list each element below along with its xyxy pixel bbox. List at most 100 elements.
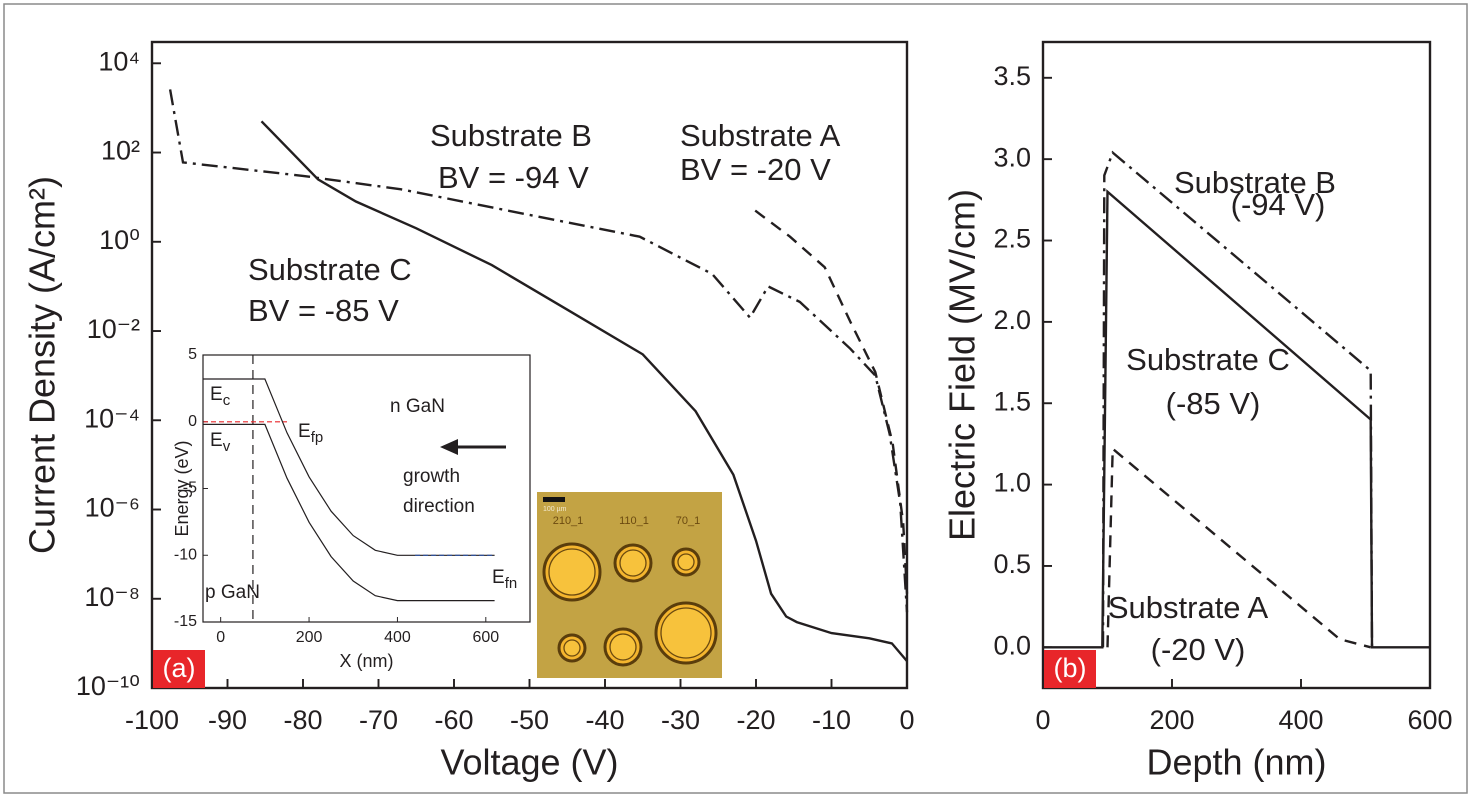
- y-tick-label: 0.5: [993, 549, 1031, 579]
- annotation: p GaN: [205, 582, 260, 603]
- y-tick-label: 10⁻⁴: [84, 403, 140, 433]
- y-tick-label: 0.0: [993, 630, 1031, 660]
- curve-label-main: E: [298, 421, 311, 442]
- y-tick-label: 10²: [101, 136, 140, 166]
- y-tick-label: 10⁻²: [87, 314, 140, 344]
- x-tick-label: -70: [359, 705, 398, 735]
- y-tick-label: 3.5: [993, 61, 1031, 91]
- y-tick-label: 10⁴: [98, 46, 140, 76]
- series-name: Substrate C: [1126, 342, 1290, 377]
- y-tick-label: 10⁻¹⁰: [76, 671, 140, 701]
- series-annotation: (-85 V): [1166, 386, 1261, 421]
- series-line: [168, 89, 909, 613]
- series-annotation: BV = -85 V: [248, 293, 399, 328]
- panel-label: (a): [163, 653, 196, 683]
- series-line: [203, 423, 495, 602]
- scale-label: 100 µm: [543, 506, 567, 513]
- curve-label: Ev: [210, 430, 231, 455]
- panel-badge: [1044, 650, 1096, 688]
- y-tick-label: -5: [183, 480, 197, 497]
- series-name: Substrate A: [680, 118, 841, 153]
- curve-label-main: E: [210, 384, 223, 405]
- x-tick-label: -50: [510, 705, 549, 735]
- curve-label: Efn: [492, 567, 517, 592]
- x-tick-label: -30: [661, 705, 700, 735]
- panel-label: (b): [1054, 653, 1087, 683]
- curve-label-sub: v: [223, 438, 231, 455]
- series-line: [1101, 150, 1374, 648]
- annotation: growth: [403, 466, 460, 487]
- curve-label: Ec: [210, 384, 231, 409]
- x-tick-label: -80: [283, 705, 322, 735]
- curve-label-sub: fn: [505, 575, 518, 592]
- x-tick-label: -40: [585, 705, 624, 735]
- x-tick-label: 600: [472, 629, 499, 646]
- series-name: Substrate B: [1174, 165, 1336, 200]
- series-name: Substrate C: [248, 252, 412, 287]
- y-tick-label: -10: [174, 546, 197, 563]
- y-tick-label: -15: [174, 613, 197, 630]
- x-tick-label: 200: [1149, 705, 1194, 735]
- x-axis-label: Voltage (V): [440, 742, 618, 783]
- y-axis-label: Energy (eV): [172, 440, 192, 536]
- y-tick-label: 10⁻⁸: [84, 582, 140, 612]
- y-tick-label: 10⁰: [99, 225, 140, 255]
- x-tick-label: -90: [208, 705, 247, 735]
- y-tick-label: 2.0: [993, 305, 1031, 335]
- growth-arrowhead: [440, 439, 458, 455]
- y-tick-label: 10⁻⁶: [85, 493, 140, 523]
- micrograph: 100 µm 210_1 110_1 70_1: [537, 492, 722, 678]
- y-tick-label: 5: [188, 346, 197, 363]
- y-tick-label: 3.0: [993, 142, 1031, 172]
- annotation: n GaN: [390, 396, 445, 417]
- series-annotation: (-94 V): [1231, 187, 1326, 222]
- y-tick-label: 1.5: [993, 386, 1031, 416]
- contact-pad-ring: [677, 553, 695, 571]
- x-tick-label: -60: [434, 705, 473, 735]
- x-tick-label: 0: [1035, 705, 1050, 735]
- y-tick-label: 1.0: [993, 468, 1031, 498]
- y-tick-label: 0: [188, 413, 197, 430]
- pad-label: 210_1: [553, 515, 584, 527]
- contact-pad-ring: [660, 607, 712, 659]
- y-axis-label: Current Density (A/cm²): [22, 176, 63, 554]
- x-tick-label: 0: [899, 705, 914, 735]
- series-line: [260, 120, 908, 662]
- series-name: Substrate A: [1108, 590, 1269, 625]
- curve-label-main: E: [492, 567, 505, 588]
- plot-frame: [150, 40, 909, 690]
- x-tick-label: 400: [1278, 705, 1323, 735]
- x-tick-label: 400: [384, 629, 411, 646]
- series-annotation: BV = -20 V: [680, 152, 831, 187]
- series-line: [1106, 446, 1372, 649]
- x-tick-label: 0: [216, 629, 225, 646]
- annotation: direction: [403, 496, 475, 517]
- x-tick-label: -100: [125, 705, 179, 735]
- pad-label: 70_1: [676, 515, 700, 527]
- contact-pad-ring: [563, 639, 581, 657]
- x-tick-label: -20: [736, 705, 775, 735]
- curve-label-sub: c: [223, 392, 231, 409]
- x-tick-label: 600: [1407, 705, 1452, 735]
- contact-pad-ring: [609, 633, 637, 661]
- inset-background: [203, 355, 530, 622]
- plot-frame: [202, 354, 531, 623]
- plot-frame: [1041, 40, 1432, 690]
- series-annotation: (-20 V): [1151, 632, 1246, 667]
- curve-label: Efp: [298, 421, 323, 446]
- contact-pad-ring: [619, 549, 647, 577]
- x-axis-label: Depth (nm): [1146, 742, 1326, 783]
- curve-label-main: E: [210, 430, 223, 451]
- curve-label-sub: fp: [311, 429, 324, 446]
- x-tick-label: 200: [296, 629, 323, 646]
- y-tick-label: 2.5: [993, 224, 1031, 254]
- series-line: [203, 378, 495, 556]
- panel-badge: [153, 650, 205, 688]
- y-axis-label: Electric Field (MV/cm): [942, 189, 983, 541]
- scale-bar: [543, 497, 565, 502]
- series-annotation: BV = -94 V: [438, 160, 589, 195]
- x-tick-label: -10: [812, 705, 851, 735]
- series-line: [1043, 189, 1430, 649]
